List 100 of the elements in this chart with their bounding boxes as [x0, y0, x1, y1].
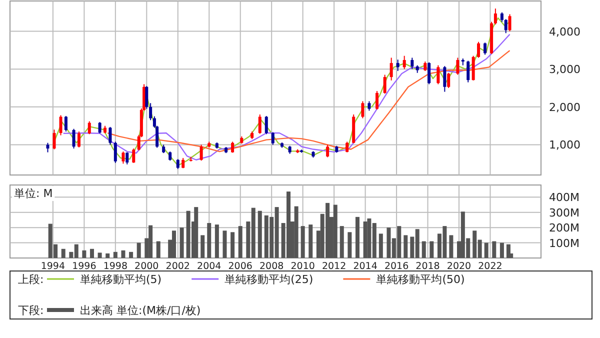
x-tick-label: 2012	[322, 261, 346, 272]
bar	[113, 252, 118, 258]
candlestick	[200, 144, 203, 162]
candlestick	[258, 114, 262, 134]
y-tick-label: 3,000	[549, 63, 580, 76]
x-tick-label: 2010	[290, 261, 315, 272]
candlestick	[132, 148, 136, 164]
candlestick	[59, 114, 62, 136]
candlestick	[484, 42, 487, 56]
candlestick	[472, 55, 475, 81]
candlestick	[264, 115, 268, 135]
bar	[106, 253, 110, 258]
candlestick	[326, 144, 330, 158]
bar	[333, 204, 338, 258]
candlestick	[410, 57, 414, 70]
candlestick	[346, 141, 349, 153]
y-tick-label: 1,000	[549, 138, 580, 152]
bar	[200, 235, 205, 258]
legend-label: 単純移動平均(50)	[376, 273, 465, 286]
bar	[82, 250, 86, 258]
candlestick	[361, 100, 364, 119]
bar	[98, 252, 102, 258]
bar	[238, 226, 242, 258]
candlestick	[98, 122, 102, 134]
candlestick	[494, 8, 497, 25]
legend-label: 単純移動平均(5)	[80, 273, 162, 286]
legend-title: 上段:	[18, 273, 44, 286]
bar	[194, 207, 198, 258]
candlestick	[383, 74, 386, 94]
candlestick	[456, 57, 460, 76]
candlestick	[108, 126, 112, 146]
candlestick	[447, 72, 450, 88]
legend-label: 出来高 単位:(M株/口/枚)	[80, 304, 201, 317]
candlestick	[477, 41, 480, 58]
bar	[207, 223, 212, 258]
y-tick-label: 100M	[549, 236, 580, 250]
x-tick-label: 2018	[416, 261, 440, 272]
y-tick-label: 4,000	[549, 25, 580, 38]
y-tick-label: 2,000	[549, 100, 580, 114]
legend-label: 単純移動平均(25)	[224, 273, 314, 286]
bar	[308, 224, 313, 258]
candlestick	[424, 61, 427, 72]
candlestick	[64, 115, 68, 132]
bar	[294, 206, 298, 258]
candlestick	[271, 132, 274, 146]
bar	[148, 225, 153, 258]
bar	[258, 210, 262, 258]
bar	[430, 241, 434, 258]
x-tick-label: 2014	[353, 261, 378, 272]
candlestick	[402, 55, 406, 70]
x-tick-label: 2016	[384, 261, 409, 272]
line-series	[52, 17, 510, 166]
candlestick	[443, 66, 446, 92]
candlestick	[72, 128, 76, 150]
candlestick	[390, 57, 393, 81]
y-tick-label: 200M	[549, 222, 580, 235]
bar	[129, 252, 134, 258]
bar	[222, 230, 227, 258]
x-tick-label: 2008	[260, 261, 284, 272]
bar	[484, 242, 488, 258]
candlestick	[428, 62, 431, 85]
bar	[90, 248, 94, 258]
x-tick-label: 1994	[40, 261, 66, 272]
candlestick	[508, 14, 512, 32]
bar	[355, 216, 360, 258]
bar	[449, 235, 454, 258]
candlestick	[168, 151, 172, 162]
y-axis-title: 単位: M	[14, 187, 53, 200]
x-tick-label: 2006	[228, 261, 252, 272]
x-tick-label: 2000	[134, 261, 159, 272]
x-tick-label: 2022	[478, 261, 502, 272]
x-tick-label: 1996	[72, 261, 96, 272]
candlestick	[436, 64, 440, 85]
bar	[186, 210, 190, 258]
candlestick	[176, 158, 180, 170]
candlestick	[149, 102, 152, 121]
x-tick-label: 2004	[197, 261, 222, 272]
bar	[340, 226, 344, 258]
bar	[156, 241, 160, 258]
bar	[172, 230, 176, 258]
bar	[348, 232, 352, 258]
x-tick-label: 2002	[166, 261, 190, 272]
bar	[214, 224, 219, 258]
candlestick	[500, 12, 504, 22]
y-tick-label: 300M	[549, 206, 580, 220]
bar	[404, 235, 408, 258]
candlestick	[122, 151, 125, 164]
candlestick	[114, 141, 117, 164]
bar	[378, 234, 383, 258]
bar	[61, 248, 66, 258]
y-tick-label: 400M	[549, 191, 580, 204]
candlestick	[126, 152, 129, 165]
candlestick	[52, 129, 56, 150]
candlestick	[46, 142, 50, 153]
candlestick	[145, 86, 148, 110]
bar	[230, 232, 235, 258]
candlestick	[88, 120, 91, 135]
bar	[136, 242, 141, 258]
candlestick	[376, 90, 379, 110]
legend-title: 下段:	[18, 304, 44, 317]
